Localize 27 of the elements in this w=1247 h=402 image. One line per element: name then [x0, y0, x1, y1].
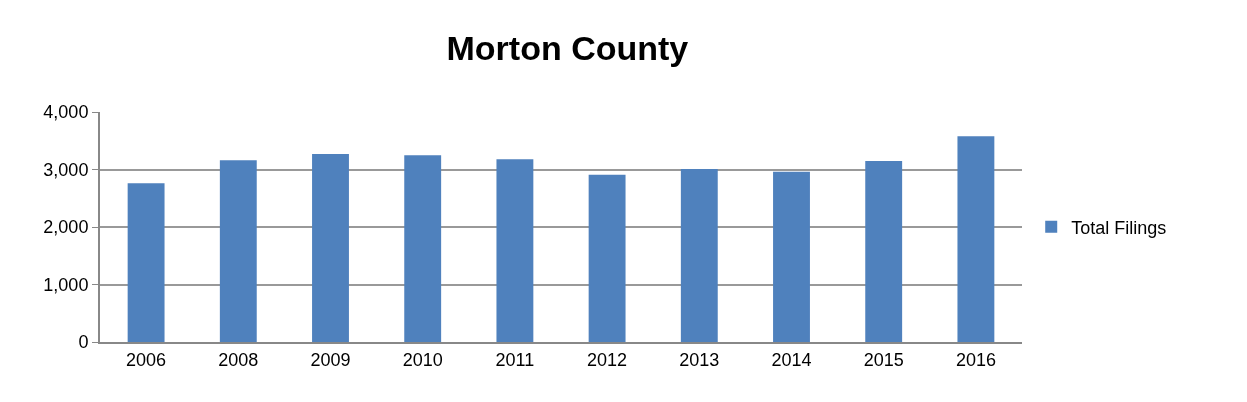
- bar: [588, 174, 626, 342]
- x-tick-label: 2010: [402, 349, 443, 370]
- y-tick-label: 1,000: [43, 274, 89, 295]
- y-tick-label: 2,000: [43, 217, 89, 238]
- bar: [404, 155, 442, 342]
- bar: [127, 183, 165, 342]
- y-tick-label: 4,000: [43, 102, 89, 123]
- chart-title: Morton County: [446, 29, 689, 68]
- x-tick-label: 2011: [495, 349, 535, 370]
- y-tick-label: 3,000: [43, 159, 89, 180]
- y-tick-label: 0: [78, 332, 89, 353]
- x-tick-label: 2014: [771, 349, 812, 370]
- bar: [312, 153, 349, 342]
- legend-label: Total Filings: [1071, 217, 1167, 238]
- x-tick-label: 2009: [310, 349, 351, 370]
- bar: [219, 160, 257, 342]
- x-tick-label: 2015: [863, 349, 904, 370]
- bar: [773, 171, 810, 342]
- x-tick-label: 2012: [587, 349, 628, 370]
- x-tick-label: 2013: [679, 349, 720, 370]
- x-tick-label: 2008: [218, 349, 259, 370]
- bar: [496, 159, 534, 342]
- bar: [957, 136, 995, 342]
- bar: [865, 160, 903, 342]
- bar: [680, 168, 718, 342]
- x-tick-label: 2006: [126, 349, 167, 370]
- x-tick-label: 2016: [955, 349, 996, 370]
